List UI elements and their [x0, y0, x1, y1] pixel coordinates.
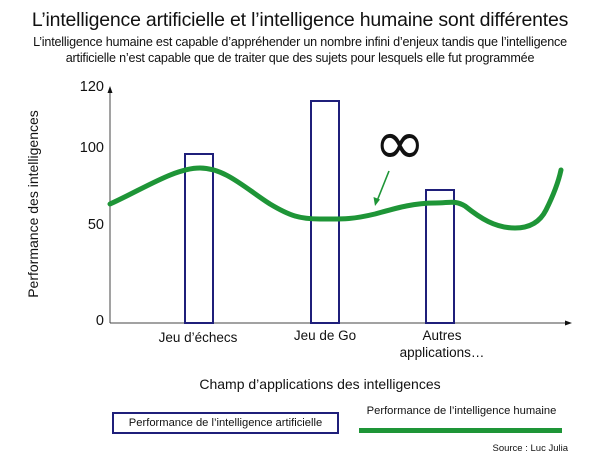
legend-ai: Performance de l’intelligence artificiel…: [112, 412, 339, 434]
x-category-jeu-echecs: Jeu d’échecs: [138, 329, 258, 346]
category-label-line-2: applications…: [399, 345, 485, 360]
category-label-line-1: Autres: [422, 328, 462, 343]
subtitle-line-2: artificielle n’est capable que de traite…: [65, 51, 535, 65]
subtitle-line-1: L’intelligence humaine est capable d’app…: [33, 35, 567, 49]
chart-title: L’intelligence artificielle et l’intelli…: [31, 9, 569, 31]
category-label: Jeu d’échecs: [158, 330, 238, 345]
legend-human-label: Performance de l’intelligence humaine: [366, 405, 557, 417]
human-intelligence-curve: [107, 165, 564, 231]
ytick-120: 120: [79, 79, 104, 95]
legend-human-line: [359, 428, 562, 433]
x-category-autres: Autres applications…: [382, 327, 502, 361]
annotation-arrow: [376, 170, 390, 202]
source-credit: Source : Luc Julia: [492, 443, 568, 454]
annotation-arrowhead-icon: [373, 197, 380, 206]
category-label: Jeu de Go: [293, 328, 357, 343]
ytick-50: 50: [87, 217, 104, 233]
chart-subtitle: L’intelligence humaine est capable d’app…: [0, 34, 600, 66]
bar-jeu-echecs: [184, 153, 214, 324]
x-axis-label: Champ d’applications des intelligences: [199, 376, 441, 392]
ytick-100: 100: [79, 140, 104, 156]
x-axis-arrow-icon: [565, 320, 572, 326]
ytick-0: 0: [95, 313, 104, 329]
bar-autres-applications: [425, 189, 455, 324]
bar-jeu-de-go: [310, 100, 340, 324]
infinity-icon: ∞: [374, 106, 426, 179]
x-category-jeu-de-go: Jeu de Go: [265, 327, 385, 344]
y-axis-arrow-icon: [107, 86, 113, 93]
